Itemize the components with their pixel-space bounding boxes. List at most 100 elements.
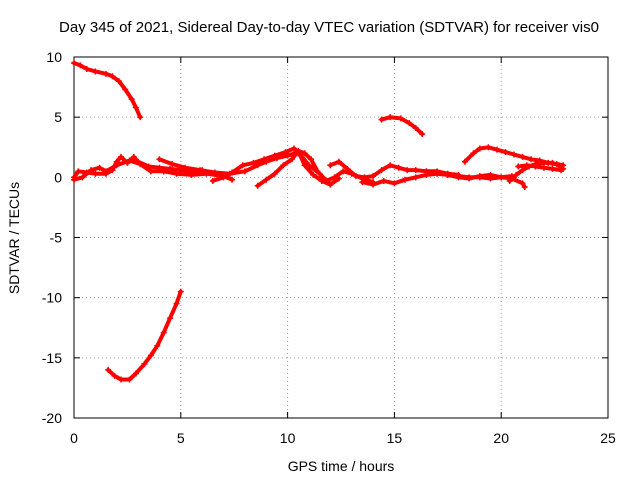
data-point: [229, 176, 236, 183]
data-point: [423, 168, 430, 175]
data-series: [71, 60, 567, 383]
data-point: [314, 168, 321, 175]
y-axis-label: SDTVAR / TECUs: [6, 182, 22, 294]
data-point: [173, 170, 180, 177]
data-point: [555, 162, 562, 169]
data-point: [137, 114, 144, 121]
series-arc-5: [71, 157, 236, 183]
data-point: [126, 376, 133, 383]
data-point: [169, 161, 176, 168]
data-point: [126, 157, 133, 164]
data-point: [301, 162, 308, 169]
data-point: [128, 96, 135, 103]
data-point: [71, 176, 77, 183]
series-arc-11: [423, 168, 528, 190]
data-point: [515, 163, 522, 170]
series-arc-2: [105, 288, 184, 383]
data-point: [352, 173, 359, 180]
data-point: [327, 162, 334, 169]
data-point: [188, 171, 195, 178]
data-point: [115, 78, 122, 85]
data-point: [395, 164, 402, 171]
data-point: [295, 147, 302, 154]
x-tick-label: 15: [387, 430, 403, 446]
data-point: [476, 173, 483, 180]
series-arc-3: [378, 114, 426, 138]
data-point: [271, 152, 278, 159]
grid-lines: [74, 57, 608, 418]
data-point: [77, 62, 84, 69]
data-point: [75, 168, 82, 175]
data-point: [147, 168, 154, 175]
data-point: [310, 171, 317, 178]
y-tick-label: -5: [50, 230, 63, 246]
y-tick-labels: -20 -15 -10 -5 0 5 10: [42, 49, 62, 426]
y-tick-label: 0: [54, 169, 62, 185]
series-arc-8: [254, 147, 377, 189]
data-point: [528, 156, 535, 163]
y-tick-label: -10: [42, 290, 62, 306]
data-point: [461, 158, 468, 165]
data-point: [117, 153, 124, 160]
data-point: [487, 171, 494, 178]
data-point: [540, 164, 547, 171]
x-tick-label: 0: [70, 430, 78, 446]
data-point: [271, 170, 278, 177]
data-point: [137, 161, 144, 168]
data-point: [476, 145, 483, 152]
data-point: [167, 315, 174, 322]
data-point: [327, 181, 334, 188]
data-point: [211, 169, 218, 176]
series-trace: [72, 61, 143, 120]
data-point: [513, 171, 520, 178]
data-point: [331, 174, 338, 181]
y-tick-label: 5: [54, 109, 62, 125]
data-point: [220, 174, 227, 181]
data-point: [209, 177, 216, 184]
data-point: [83, 66, 90, 73]
data-point: [96, 164, 103, 171]
data-point: [412, 174, 419, 181]
data-point: [182, 164, 189, 171]
chart-title: Day 345 of 2021, Sidereal Day-to-day VTE…: [59, 19, 599, 36]
data-point: [404, 167, 411, 174]
data-point: [109, 73, 116, 80]
x-tick-label: 20: [493, 430, 509, 446]
data-point: [79, 174, 86, 181]
data-point: [263, 176, 270, 183]
data-point: [105, 366, 112, 373]
data-point: [156, 156, 163, 163]
data-point: [141, 360, 148, 367]
x-axis-label: GPS time / hours: [288, 458, 395, 474]
data-point: [122, 86, 129, 93]
data-point: [92, 170, 99, 177]
x-tick-label: 5: [177, 430, 185, 446]
data-point: [88, 167, 95, 174]
data-point: [254, 182, 261, 189]
data-point: [117, 376, 124, 383]
data-point: [111, 372, 118, 379]
data-point: [519, 153, 526, 160]
data-point: [412, 124, 419, 131]
data-point: [466, 175, 473, 182]
data-point: [470, 150, 477, 157]
data-point: [160, 168, 167, 175]
data-point: [173, 300, 180, 307]
data-point: [387, 114, 394, 121]
data-point: [523, 162, 530, 169]
data-point: [391, 180, 398, 187]
data-point: [291, 145, 298, 152]
data-point: [498, 174, 505, 181]
data-point: [177, 288, 184, 295]
data-point: [103, 70, 110, 77]
data-point: [406, 120, 413, 127]
x-tick-label: 25: [600, 430, 616, 446]
series-arc-7: [209, 145, 342, 188]
data-point: [113, 162, 120, 169]
data-point: [241, 168, 248, 175]
data-point: [378, 167, 385, 174]
data-point: [511, 151, 518, 158]
data-point: [532, 163, 539, 170]
data-point: [361, 174, 368, 181]
data-point: [455, 174, 462, 181]
